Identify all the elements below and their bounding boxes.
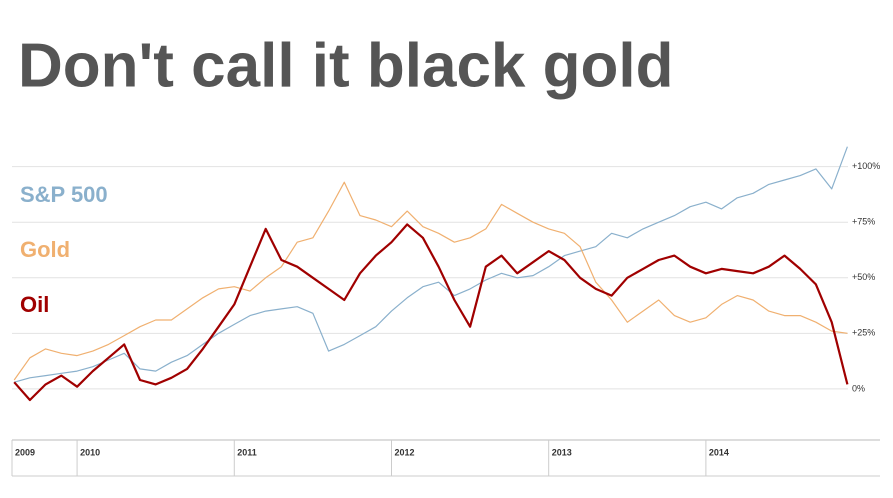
x-tick-label: 2010	[80, 447, 100, 457]
x-tick-label: 2011	[237, 447, 257, 457]
x-tick-label: 2013	[552, 447, 572, 457]
y-tick-label: +50%	[852, 272, 875, 282]
x-tick-label: 2009	[15, 447, 35, 457]
x-tick-label: 2014	[709, 447, 729, 457]
chart-title: Don't call it black gold	[18, 31, 673, 100]
y-tick-label: 0%	[852, 383, 865, 393]
legend-label: Gold	[20, 237, 70, 262]
y-tick-label: +100%	[852, 161, 880, 171]
legend-label: Oil	[20, 292, 49, 317]
series-line	[14, 146, 848, 383]
y-tick-label: +75%	[852, 217, 875, 227]
series-line	[13, 181, 848, 381]
x-tick-label: 2012	[394, 447, 414, 457]
series-line	[13, 223, 849, 402]
legend-label: S&P 500	[20, 182, 108, 207]
y-tick-label: +25%	[852, 328, 875, 338]
